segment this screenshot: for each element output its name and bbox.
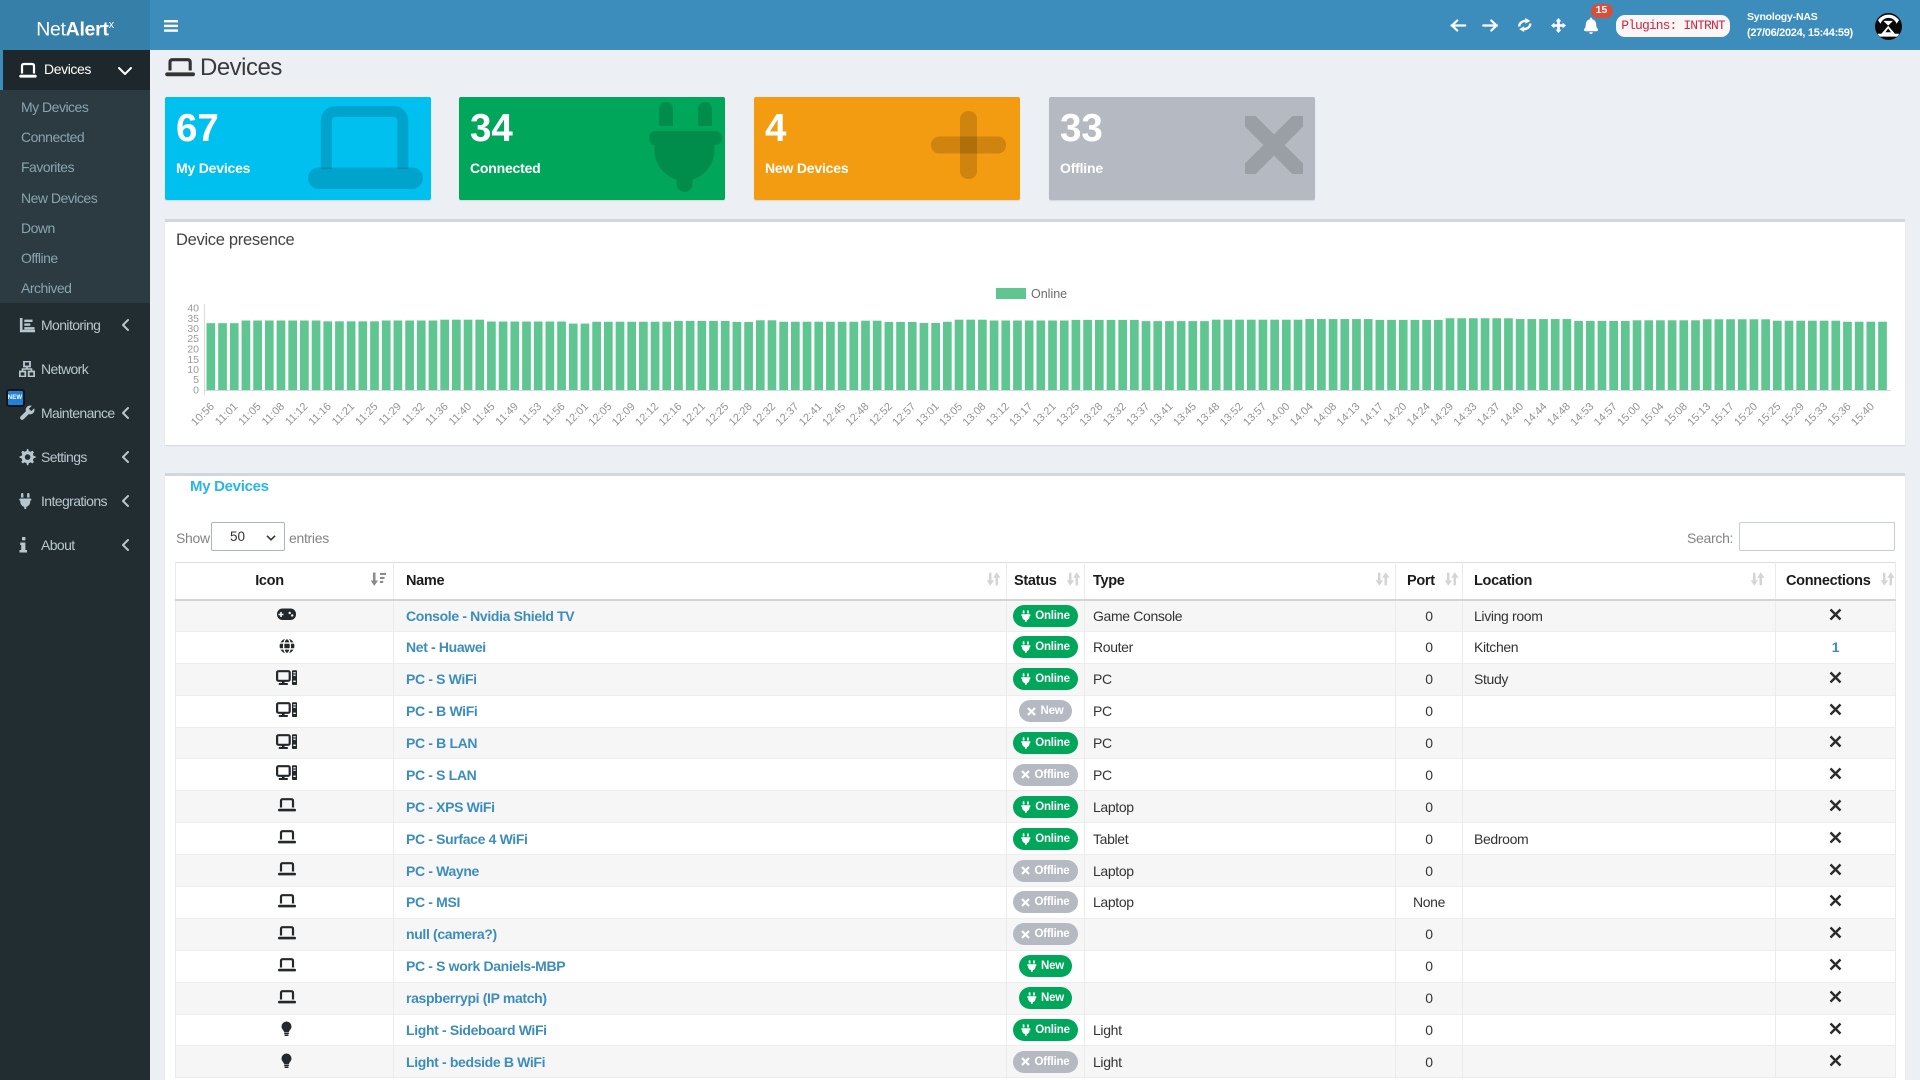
svg-text:13:08: 13:08 bbox=[961, 401, 989, 429]
svg-text:35: 35 bbox=[187, 313, 199, 325]
svg-text:11:56: 11:56 bbox=[540, 401, 567, 428]
svg-text:13:32: 13:32 bbox=[1101, 401, 1129, 429]
svg-text:12:01: 12:01 bbox=[563, 401, 591, 429]
svg-text:12:09: 12:09 bbox=[610, 401, 638, 429]
svg-text:40: 40 bbox=[187, 303, 199, 315]
svg-text:13:17: 13:17 bbox=[1007, 401, 1035, 429]
svg-text:14:44: 14:44 bbox=[1522, 401, 1550, 429]
svg-text:14:29: 14:29 bbox=[1428, 401, 1456, 429]
svg-text:25: 25 bbox=[187, 333, 199, 345]
svg-text:12:45: 12:45 bbox=[820, 401, 848, 429]
svg-text:14:00: 14:00 bbox=[1264, 401, 1292, 429]
svg-text:14:33: 14:33 bbox=[1452, 401, 1480, 429]
svg-text:15:00: 15:00 bbox=[1615, 401, 1643, 429]
svg-text:11:01: 11:01 bbox=[213, 401, 240, 428]
svg-text:13:45: 13:45 bbox=[1171, 401, 1199, 429]
svg-text:13:12: 13:12 bbox=[984, 401, 1012, 429]
svg-text:15:04: 15:04 bbox=[1639, 401, 1667, 429]
svg-text:13:57: 13:57 bbox=[1241, 401, 1269, 429]
svg-text:14:40: 14:40 bbox=[1498, 401, 1526, 429]
svg-text:30: 30 bbox=[187, 323, 199, 335]
svg-text:14:57: 14:57 bbox=[1592, 401, 1620, 429]
svg-text:12:05: 12:05 bbox=[586, 401, 614, 429]
svg-text:11:21: 11:21 bbox=[330, 401, 357, 428]
svg-text:13:37: 13:37 bbox=[1124, 401, 1152, 429]
svg-text:14:37: 14:37 bbox=[1475, 401, 1503, 429]
svg-text:5: 5 bbox=[193, 374, 199, 386]
svg-text:14:08: 14:08 bbox=[1311, 401, 1339, 429]
svg-text:14:17: 14:17 bbox=[1358, 401, 1386, 429]
svg-text:10: 10 bbox=[187, 364, 199, 376]
svg-text:13:05: 13:05 bbox=[937, 401, 965, 429]
svg-text:15:36: 15:36 bbox=[1826, 401, 1854, 429]
svg-text:12:16: 12:16 bbox=[657, 401, 685, 429]
svg-text:14:13: 14:13 bbox=[1335, 401, 1363, 429]
svg-text:15:17: 15:17 bbox=[1709, 401, 1737, 429]
svg-text:11:32: 11:32 bbox=[400, 401, 427, 428]
svg-text:12:37: 12:37 bbox=[774, 401, 802, 429]
svg-text:15:20: 15:20 bbox=[1732, 401, 1760, 429]
svg-text:13:01: 13:01 bbox=[914, 401, 942, 429]
svg-text:11:40: 11:40 bbox=[447, 401, 474, 428]
svg-text:11:36: 11:36 bbox=[423, 401, 450, 428]
svg-text:15:25: 15:25 bbox=[1755, 401, 1783, 429]
svg-text:14:53: 14:53 bbox=[1568, 401, 1596, 429]
svg-text:11:49: 11:49 bbox=[494, 401, 521, 428]
svg-text:15:29: 15:29 bbox=[1779, 401, 1807, 429]
svg-text:12:41: 12:41 bbox=[797, 401, 825, 429]
svg-text:13:21: 13:21 bbox=[1031, 401, 1059, 429]
svg-text:13:48: 13:48 bbox=[1194, 401, 1222, 429]
svg-text:14:48: 14:48 bbox=[1545, 401, 1573, 429]
svg-text:13:28: 13:28 bbox=[1077, 401, 1105, 429]
svg-text:11:25: 11:25 bbox=[353, 401, 380, 428]
svg-text:11:45: 11:45 bbox=[470, 401, 497, 428]
svg-text:13:41: 13:41 bbox=[1148, 401, 1176, 429]
svg-text:12:48: 12:48 bbox=[844, 401, 872, 429]
svg-text:14:24: 14:24 bbox=[1405, 401, 1433, 429]
svg-text:0: 0 bbox=[193, 385, 199, 397]
svg-text:15:08: 15:08 bbox=[1662, 401, 1690, 429]
svg-text:12:28: 12:28 bbox=[727, 401, 755, 429]
svg-text:20: 20 bbox=[187, 344, 199, 356]
svg-text:12:25: 12:25 bbox=[703, 401, 731, 429]
svg-text:13:25: 13:25 bbox=[1054, 401, 1082, 429]
svg-text:11:16: 11:16 bbox=[306, 401, 333, 428]
svg-text:11:12: 11:12 bbox=[283, 401, 310, 428]
svg-text:15:40: 15:40 bbox=[1849, 401, 1877, 429]
svg-text:11:08: 11:08 bbox=[260, 401, 287, 428]
svg-text:12:52: 12:52 bbox=[867, 401, 895, 429]
svg-text:11:05: 11:05 bbox=[236, 401, 263, 428]
svg-text:15:13: 15:13 bbox=[1685, 401, 1713, 429]
svg-text:12:21: 12:21 bbox=[680, 401, 708, 429]
svg-text:11:53: 11:53 bbox=[517, 401, 544, 428]
svg-text:Online: Online bbox=[1031, 287, 1067, 301]
svg-text:10:56: 10:56 bbox=[189, 401, 217, 429]
svg-text:12:57: 12:57 bbox=[890, 401, 918, 429]
svg-text:11:29: 11:29 bbox=[377, 401, 404, 428]
svg-text:15: 15 bbox=[187, 354, 199, 366]
svg-text:14:04: 14:04 bbox=[1288, 401, 1316, 429]
svg-text:12:32: 12:32 bbox=[750, 401, 778, 429]
svg-text:14:20: 14:20 bbox=[1381, 401, 1409, 429]
svg-text:15:33: 15:33 bbox=[1802, 401, 1830, 429]
svg-text:13:52: 13:52 bbox=[1218, 401, 1246, 429]
svg-text:12:12: 12:12 bbox=[633, 401, 661, 429]
